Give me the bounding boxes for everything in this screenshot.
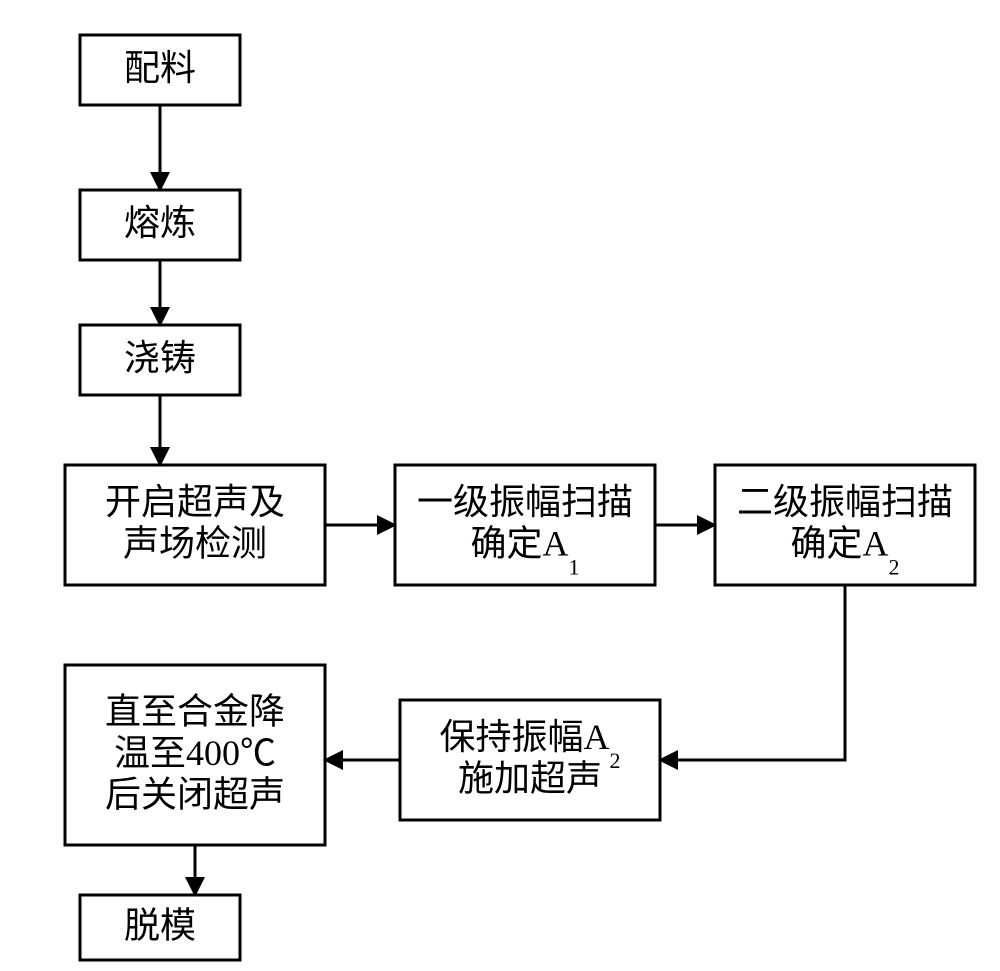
node-text: 熔炼 <box>124 203 196 243</box>
node-text: 直至合金降 <box>105 692 285 732</box>
node-n8: 直至合金降温至400℃后关闭超声 <box>65 665 325 845</box>
node-text: 施加超声 <box>458 759 602 799</box>
node-n4: 开启超声及声场检测 <box>65 465 325 585</box>
node-text: 声场检测 <box>123 524 267 564</box>
node-text: 开启超声及 <box>105 482 285 522</box>
node-n9: 脱模 <box>80 895 240 960</box>
node-text: 后关闭超声 <box>105 774 285 814</box>
node-n6: 二级振幅扫描确定A2 <box>715 465 975 585</box>
node-text: 一级振幅扫描 <box>417 482 633 522</box>
node-text: 确定A1 <box>471 524 580 580</box>
flowchart-canvas: 配料熔炼浇铸开启超声及声场检测一级振幅扫描确定A1二级振幅扫描确定A2保持振幅A… <box>0 0 1000 971</box>
node-n5: 一级振幅扫描确定A1 <box>395 465 655 585</box>
node-text: 浇铸 <box>124 338 196 378</box>
node-n7: 保持振幅A2施加超声 <box>400 700 660 820</box>
node-n3: 浇铸 <box>80 325 240 395</box>
node-text: 二级振幅扫描 <box>737 482 953 522</box>
node-n1: 配料 <box>80 35 240 105</box>
node-text: 脱模 <box>124 905 196 945</box>
node-n2: 熔炼 <box>80 190 240 260</box>
node-text: 确定A2 <box>791 524 900 580</box>
node-text: 配料 <box>124 48 196 88</box>
nodes: 配料熔炼浇铸开启超声及声场检测一级振幅扫描确定A1二级振幅扫描确定A2保持振幅A… <box>65 35 975 960</box>
node-text: 温至400℃ <box>114 733 276 773</box>
